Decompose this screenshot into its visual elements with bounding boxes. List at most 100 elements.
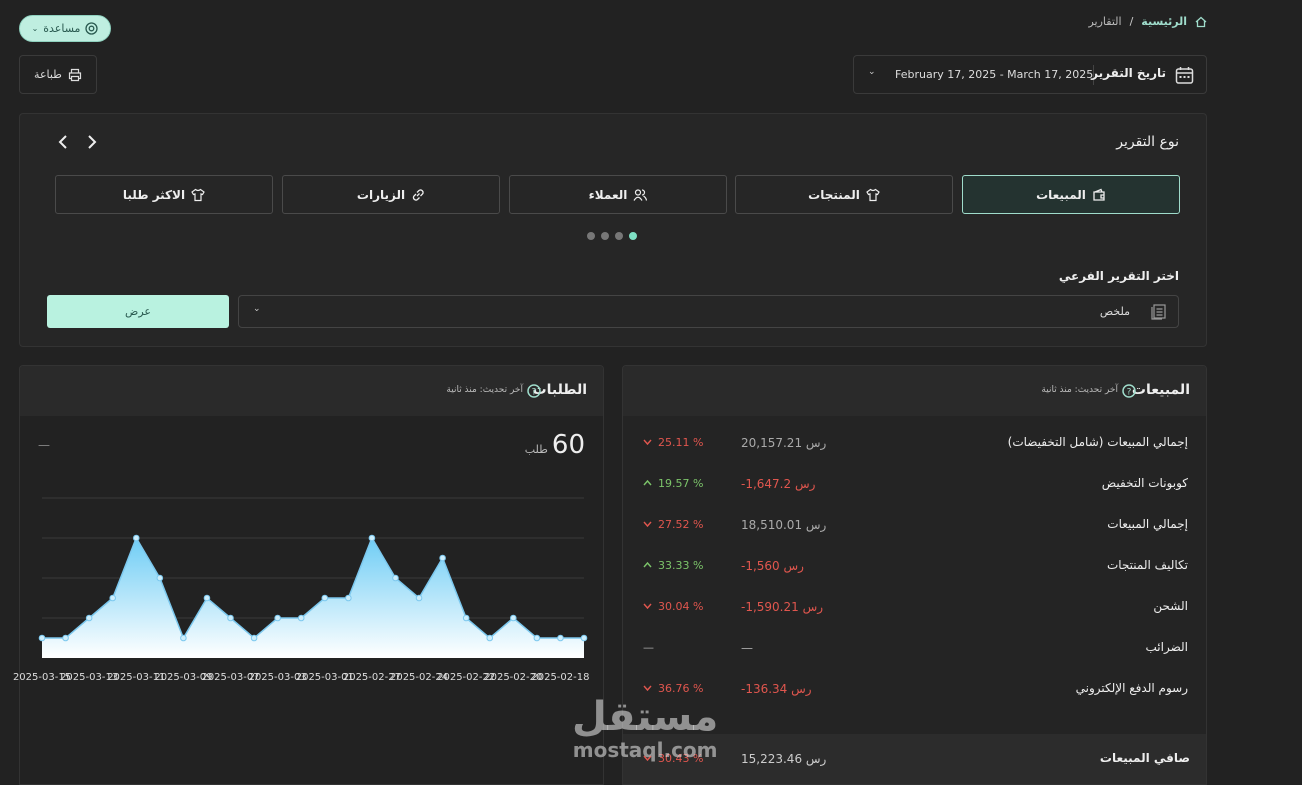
orders-header: الطلبات ? آخر تحديث: منذ ثانية xyxy=(20,366,603,416)
row-change: 27.52 % xyxy=(643,518,703,531)
print-icon xyxy=(68,68,82,81)
carousel-arrows[interactable] xyxy=(56,133,100,151)
row-label: رسوم الدفع الإلكتروني xyxy=(1075,681,1188,695)
tab-icon xyxy=(866,188,880,201)
report-tab[interactable]: المبيعات xyxy=(962,175,1180,214)
sales-panel: المبيعات ? آخر تحديث: منذ ثانية إجمالي ا… xyxy=(622,365,1207,785)
net-label: صافي المبيعات xyxy=(1099,751,1190,765)
row-label: الشحن xyxy=(1153,599,1188,613)
report-type-panel: نوع التقرير المبيعات المنتجات العملاء الزيا… xyxy=(19,113,1207,347)
orders-updated: آخر تحديث: منذ ثانية xyxy=(446,385,523,395)
show-button-label: عرض xyxy=(125,305,151,318)
row-label: إجمالي المبيعات (شامل التخفيضات) xyxy=(1007,435,1188,449)
tab-icon xyxy=(633,188,648,201)
net-change: 30.43 % xyxy=(643,752,703,765)
print-button[interactable]: طباعة xyxy=(19,55,97,94)
row-label: كوبونات التخفيض xyxy=(1101,476,1188,490)
change-value: 33.33 % xyxy=(658,559,704,572)
date-value: February 17, 2025 - March 17, 2025 xyxy=(895,68,1094,81)
sub-report-label: اختر التقرير الفرعي xyxy=(1058,269,1179,283)
report-tab[interactable]: الاكثر طلبا xyxy=(55,175,273,214)
help-icon: ? xyxy=(527,384,541,398)
select-value: ملخص xyxy=(1099,305,1130,318)
row-label: تكاليف المنتجات xyxy=(1106,558,1188,572)
row-change: — xyxy=(643,641,654,654)
trend-arrow xyxy=(643,603,652,610)
select-icon xyxy=(1151,304,1166,320)
svg-text:?: ? xyxy=(532,388,537,398)
orders-panel: الطلبات ? آخر تحديث: منذ ثانية — 60 طلب xyxy=(19,365,604,785)
row-label: الضرائب xyxy=(1145,640,1188,654)
breadcrumb-separator: / xyxy=(1129,15,1134,28)
sales-title: المبيعات xyxy=(1131,382,1190,398)
tab-label: المنتجات xyxy=(808,187,860,202)
change-value: 19.57 % xyxy=(658,477,704,490)
report-tab[interactable]: الزيارات xyxy=(282,175,500,214)
change-value: 30.04 % xyxy=(658,600,704,613)
help-icon: ? xyxy=(1122,384,1136,398)
change-value: 36.76 % xyxy=(658,682,704,695)
tab-icon xyxy=(191,188,205,201)
breadcrumb-current: التقارير xyxy=(1088,15,1122,28)
tab-label: العملاء xyxy=(588,187,628,202)
row-amount: — xyxy=(741,641,753,655)
sales-header: المبيعات ? آخر تحديث: منذ ثانية xyxy=(623,366,1206,416)
orders-total-value: 60 xyxy=(551,430,585,460)
select-chevron: ⌄ xyxy=(253,304,261,314)
tab-label: الزيارات xyxy=(356,187,406,202)
breadcrumb: الرئيسية / التقارير xyxy=(1088,15,1207,28)
orders-total-unit: طلب xyxy=(524,443,548,456)
sub-report-select[interactable]: ⌄ ملخص xyxy=(238,295,1179,328)
trend-arrow xyxy=(643,521,652,528)
tab-label: المبيعات xyxy=(1036,187,1086,202)
tab-label: الاكثر طلبا xyxy=(122,187,186,202)
row-change: 33.33 % xyxy=(643,559,703,572)
change-value: — xyxy=(643,641,654,654)
net-amount: 15,223.46 رس xyxy=(741,752,827,766)
change-value: 25.11 % xyxy=(658,436,704,449)
report-tab[interactable]: المنتجات xyxy=(735,175,953,214)
row-change: 36.76 % xyxy=(643,682,703,695)
print-label: طباعة xyxy=(34,68,62,81)
trend-arrow xyxy=(643,439,652,446)
orders-title: الطلبات xyxy=(532,382,587,398)
row-amount: -1,560 رس xyxy=(741,559,804,573)
change-value: 27.52 % xyxy=(658,518,704,531)
date-range[interactable]: ⌄ February 17, 2025 - March 17, 2025 تار… xyxy=(853,55,1207,94)
carousel-dots xyxy=(587,232,637,240)
breadcrumb-home[interactable]: الرئيسية xyxy=(1141,15,1187,28)
report-type-title: نوع التقرير xyxy=(1116,134,1179,150)
home-icon xyxy=(1195,16,1207,27)
row-amount: -1,647.2 رس xyxy=(741,477,816,491)
net-row: صافي المبيعات 15,223.46 رس 30.43 % xyxy=(623,734,1206,784)
date-chevron: ⌄ xyxy=(868,67,876,77)
trend-arrow xyxy=(643,479,652,486)
sales-updated: آخر تحديث: منذ ثانية xyxy=(1041,385,1118,395)
svg-text:?: ? xyxy=(1127,388,1132,398)
orders-dash: — xyxy=(38,438,50,452)
trend-arrow xyxy=(643,685,652,692)
row-label: إجمالي المبيعات xyxy=(1107,517,1188,531)
row-change: 19.57 % xyxy=(643,477,703,490)
date-divider xyxy=(1093,65,1094,85)
calendar-icon xyxy=(1175,67,1194,84)
report-tab[interactable]: العملاء xyxy=(509,175,727,214)
row-change: 30.04 % xyxy=(643,600,703,613)
orders-total: 60 طلب xyxy=(525,430,585,460)
row-amount: -136.34 رس xyxy=(741,682,812,696)
change-value: 30.43 % xyxy=(658,752,704,765)
row-amount: -1,590.21 رس xyxy=(741,600,824,614)
row-amount: 20,157.21 رس xyxy=(741,436,827,450)
row-change: 25.11 % xyxy=(643,436,703,449)
show-button[interactable]: عرض xyxy=(47,295,229,328)
trend-arrow xyxy=(643,561,652,568)
trend-arrow xyxy=(643,755,652,762)
help-icon xyxy=(85,22,99,35)
help-label: مساعدة xyxy=(43,22,81,35)
help-button[interactable]: ⌄ مساعدة xyxy=(19,15,111,42)
date-label: تاريخ التقرير xyxy=(1091,66,1166,80)
tab-icon xyxy=(412,188,424,201)
row-amount: 18,510.01 رس xyxy=(741,518,827,532)
tab-icon xyxy=(1093,188,1105,201)
